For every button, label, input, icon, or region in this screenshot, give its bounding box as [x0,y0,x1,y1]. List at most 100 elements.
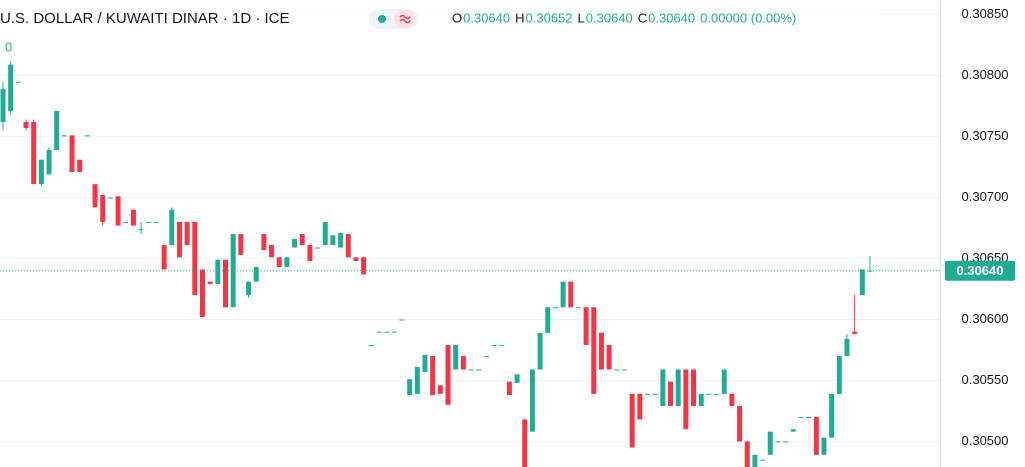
ohlc-change: 0.00000 (0.00%) [700,10,796,25]
candle-body [391,331,397,333]
last-price-label: 0.30640 [957,263,1004,278]
candle-body [668,381,674,407]
candle-body [445,345,451,405]
candle-body [476,369,482,371]
candle-body [69,135,75,172]
candle-body [660,369,666,407]
edge-label: 0 [5,39,12,54]
candle-body [775,441,781,443]
ohlc-key: O [452,10,462,25]
candle-body [338,232,344,248]
ohlc-header: O 0.30640 H 0.30652 L 0.30640 C 0.30640 0.00000 … [452,10,796,25]
candle-body [614,369,620,371]
candle-body [760,459,766,461]
candle-body [276,257,282,268]
ohlc-key: H [515,10,524,25]
candle-body [683,369,689,430]
candle-body [813,417,819,455]
last-price-tag [945,260,1015,281]
header-bg [0,4,880,34]
candle-body [522,419,528,467]
candle-body [284,257,290,268]
price-axis: 0.305000.305500.306000.306500.307000.307… [945,6,1015,448]
candle-body [499,345,505,347]
ohlc-value: 0.30640 [648,10,695,25]
candle-body [744,441,750,467]
candle-body [437,385,443,394]
candle-body [637,393,643,420]
candle-body [537,332,543,370]
candle-body [123,221,129,223]
candle-body [829,393,835,438]
ohlc-value: 0.30640 [586,10,633,25]
candle-body [130,209,136,226]
candle-body [737,406,743,442]
candle-body [77,159,83,172]
candle-body [414,367,420,394]
y-tick-label: 0.30500 [962,433,1009,448]
candle-body [361,257,367,275]
candle-body [752,454,758,467]
candle-body [568,281,574,308]
candle-body [31,121,37,185]
candle-body [621,369,627,371]
candle-body [399,319,405,321]
candle-body [552,307,558,309]
candle-body [430,356,436,396]
candle-body [54,110,60,150]
ohlc-key: L [578,10,585,25]
candle-body [184,221,190,246]
y-tick-label: 0.30600 [962,311,1009,326]
candle-body [729,393,735,407]
candle-body [575,307,581,309]
candle-body [844,338,850,357]
candle-body [230,234,236,308]
chart-title: U.S. DOLLAR / KUWAITI DINAR · 1D · ICE [0,10,289,27]
candle-body [767,431,773,455]
candle-body [560,281,566,308]
candle-body [852,331,858,335]
candle-body [783,441,789,443]
candle-body [238,234,244,255]
y-tick-label: 0.30800 [962,67,1009,82]
candle-body [176,221,182,258]
candle-body [307,245,313,261]
candle-body [407,379,413,396]
candle-body [460,356,466,370]
candle-body [115,196,121,226]
candle-body [161,245,167,270]
status-icon [399,14,411,24]
candle-body [146,221,152,223]
candle-body [591,307,597,394]
candle-body [468,369,474,371]
candle-body [23,121,29,129]
y-tick-label: 0.30750 [962,128,1009,143]
candle-body [153,221,159,223]
candle-body [453,345,459,370]
candle-body [315,247,321,249]
candle-body [92,184,98,208]
candle-body [675,369,681,407]
candle-body [199,269,205,318]
candle-body [138,229,144,231]
candle-body [322,221,328,246]
candle-body [483,356,489,358]
candle-body [107,197,113,199]
candle-body [836,356,842,394]
candle-body [645,393,650,395]
candle-body [384,331,390,333]
candle-body [859,269,865,296]
candle-body [299,234,305,246]
candle-body [652,393,658,395]
candle-body [61,135,67,137]
candle-body [0,89,6,122]
candle-body [207,281,213,285]
grid [0,14,940,442]
y-tick-label: 0.30550 [962,372,1009,387]
candle-body [84,135,90,137]
candle-body [545,307,551,333]
candle-body [706,393,712,395]
candle-body [806,417,812,419]
candle-body [246,281,252,296]
candle-body [821,437,827,455]
